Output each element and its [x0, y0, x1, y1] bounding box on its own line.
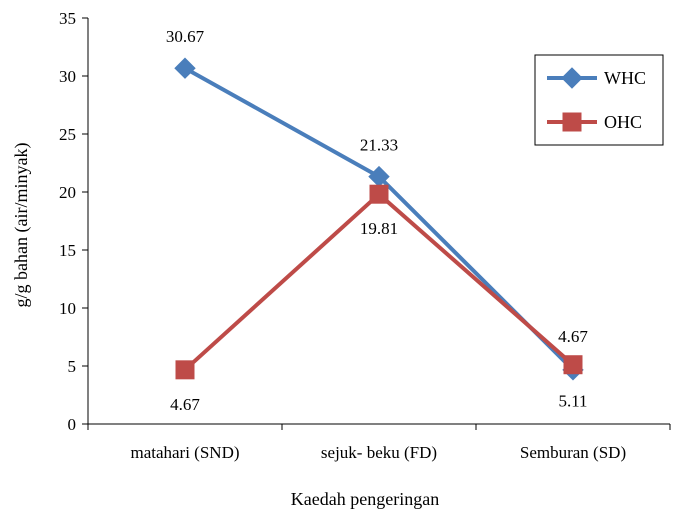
data-label-whc: 4.67	[558, 327, 588, 346]
data-label-ohc: 5.11	[558, 392, 587, 411]
data-label-ohc: 19.81	[360, 219, 398, 238]
data-labels: 30.67 21.33 4.67 4.67 19.81 5.11	[166, 27, 589, 414]
legend-marker-ohc	[562, 112, 582, 132]
legend: WHC OHC	[534, 54, 664, 146]
data-label-whc: 30.67	[166, 27, 205, 46]
y-tick-label: 35	[59, 9, 76, 28]
y-tick-label: 30	[59, 67, 76, 86]
legend-label-ohc: OHC	[604, 112, 642, 132]
x-tick-label: sejuk- beku (FD)	[321, 443, 437, 462]
data-label-ohc: 4.67	[170, 395, 200, 414]
point-ohc-2	[563, 355, 583, 375]
x-tick-label: Semburan (SD)	[520, 443, 626, 462]
legend-box	[534, 54, 664, 146]
point-whc-0	[174, 57, 196, 79]
point-ohc-0	[175, 360, 195, 380]
axes: 0 5 10 15 20 25 30 35 matahari (SND) sejuk- beku …	[59, 9, 671, 462]
x-axis-title: Kaedah pengeringan	[291, 489, 439, 509]
y-tick-label: 15	[59, 241, 76, 260]
y-tick-label: 25	[59, 125, 76, 144]
y-tick-label: 0	[68, 415, 77, 434]
y-axis-title: g/g bahan (air/minyak)	[11, 143, 32, 308]
y-tick-label: 10	[59, 299, 76, 318]
point-ohc-1	[369, 184, 389, 204]
legend-label-whc: WHC	[604, 68, 646, 88]
data-label-whc: 21.33	[360, 136, 398, 155]
series-layer	[174, 57, 584, 381]
legend-marker-whc	[561, 67, 583, 89]
x-tick-label: matahari (SND)	[130, 443, 239, 462]
y-tick-label: 5	[68, 357, 77, 376]
y-tick-label: 20	[59, 183, 76, 202]
